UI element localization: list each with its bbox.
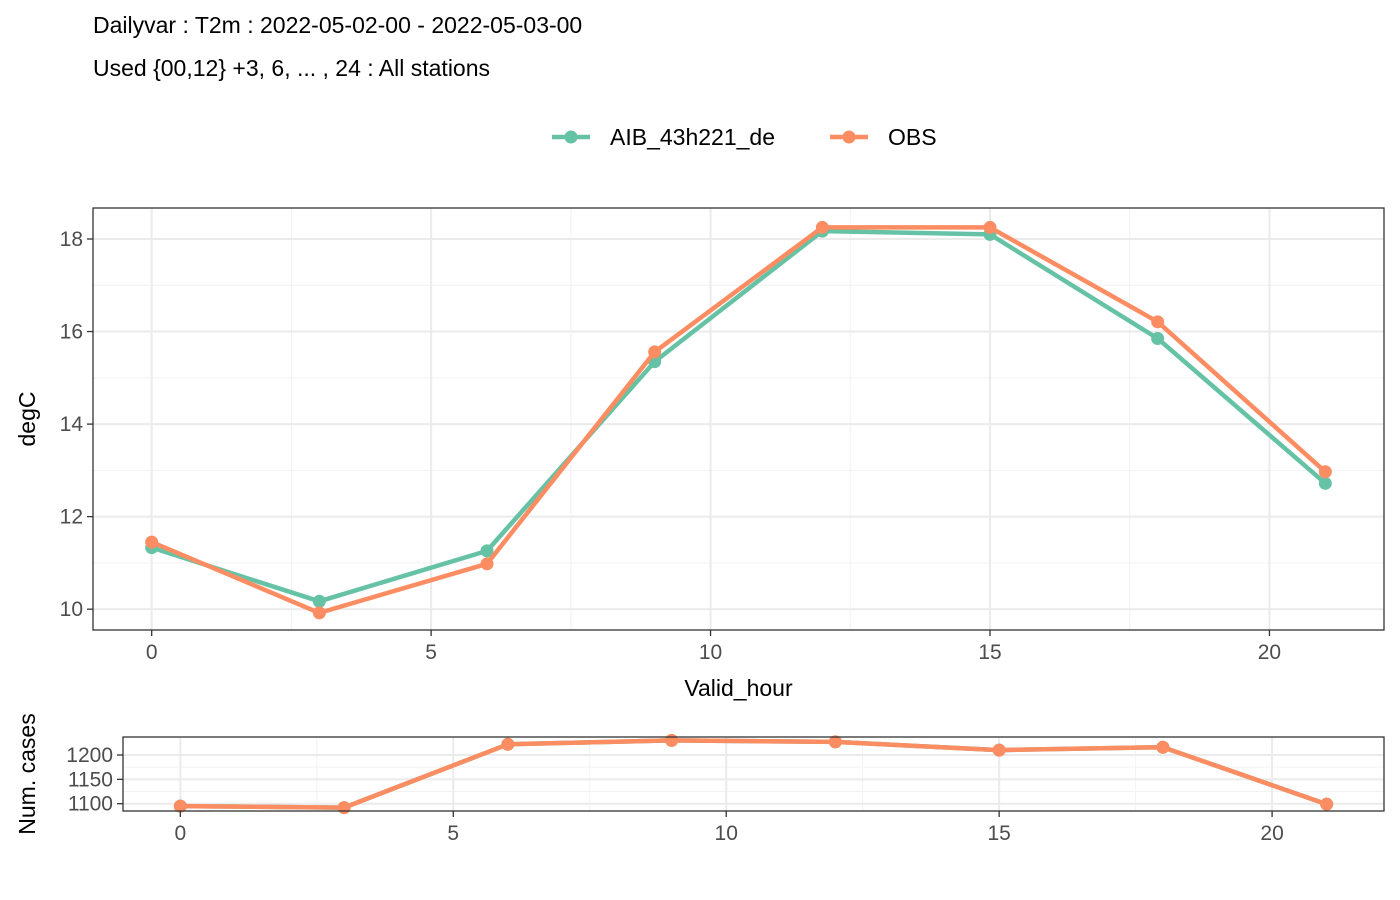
data-point-OBS xyxy=(815,220,829,234)
data-point-AIB_43h221_de xyxy=(1151,331,1165,345)
data-point-OBS xyxy=(648,345,662,359)
data-point-AIB_43h221_de xyxy=(1318,476,1332,490)
x-tick-label: 20 xyxy=(1258,641,1281,664)
y-axis-title: degC xyxy=(14,392,40,447)
data-point-OBS xyxy=(983,220,997,234)
data-point-OBS xyxy=(1156,740,1170,754)
data-point-OBS xyxy=(312,606,326,620)
y-tick-label: 14 xyxy=(60,413,84,436)
series-line-OBS xyxy=(150,225,1327,616)
x-tick-label: 10 xyxy=(699,641,722,664)
y-tick-label: 18 xyxy=(60,228,83,251)
data-point-AIB_43h221_de xyxy=(480,544,494,558)
series-line-AIB_43h221_de xyxy=(151,228,1327,604)
x-tick-label: 5 xyxy=(425,641,437,664)
data-point-OBS xyxy=(337,801,351,815)
data-point-OBS xyxy=(1151,315,1165,329)
x-axis-title: Valid_hour xyxy=(684,675,793,701)
legend-key-point xyxy=(842,130,856,144)
data-point-OBS xyxy=(1320,797,1334,811)
panel-0: 0 5 10 15 20 10 12 14 16 18 Valid_hour degC xyxy=(14,207,1385,701)
chart-subtitle: Used {00,12} +3, 6, ... , 24 : All stati… xyxy=(93,55,491,81)
data-point-AIB_43h221_de xyxy=(312,594,326,608)
y-tick-label: 16 xyxy=(60,321,83,344)
y-tick-label: 12 xyxy=(60,506,83,529)
series-line-AIB_43h221_de xyxy=(180,738,1328,810)
x-tick-label: 10 xyxy=(715,822,738,845)
legend-key-point xyxy=(564,130,578,144)
chart-title: Dailyvar : T2m : 2022-05-02-00 - 2022-05… xyxy=(93,12,583,38)
data-point-OBS xyxy=(828,735,842,749)
y-tick-label: 1200 xyxy=(66,744,113,767)
legend-label: OBS xyxy=(888,124,937,150)
data-point-OBS xyxy=(173,799,187,813)
series-line-OBS xyxy=(180,738,1328,810)
panel-border xyxy=(92,207,1385,631)
data-point-OBS xyxy=(1318,465,1332,479)
panel-border xyxy=(122,736,1385,812)
data-point-OBS xyxy=(501,737,515,751)
legend-item-OBS: OBS xyxy=(830,124,937,150)
x-tick-label: 0 xyxy=(174,822,186,845)
data-point-OBS xyxy=(480,557,494,571)
x-tick-label: 5 xyxy=(447,822,459,845)
legend: AIB_43h221_de OBS xyxy=(552,124,937,150)
y-tick-label: 1100 xyxy=(68,793,113,816)
y-axis-title: Num. cases xyxy=(14,713,40,834)
data-point-OBS xyxy=(665,733,679,747)
y-tick-label: 1150 xyxy=(68,768,113,791)
legend-item-AIB_43h221_de: AIB_43h221_de xyxy=(552,124,775,150)
data-point-OBS xyxy=(145,535,159,549)
x-tick-label: 15 xyxy=(987,822,1010,845)
x-tick-label: 20 xyxy=(1260,822,1283,845)
legend-label: AIB_43h221_de xyxy=(610,124,775,150)
x-tick-label: 15 xyxy=(978,641,1001,664)
x-tick-label: 0 xyxy=(146,641,158,664)
data-point-OBS xyxy=(992,743,1006,757)
y-tick-label: 10 xyxy=(60,598,83,621)
